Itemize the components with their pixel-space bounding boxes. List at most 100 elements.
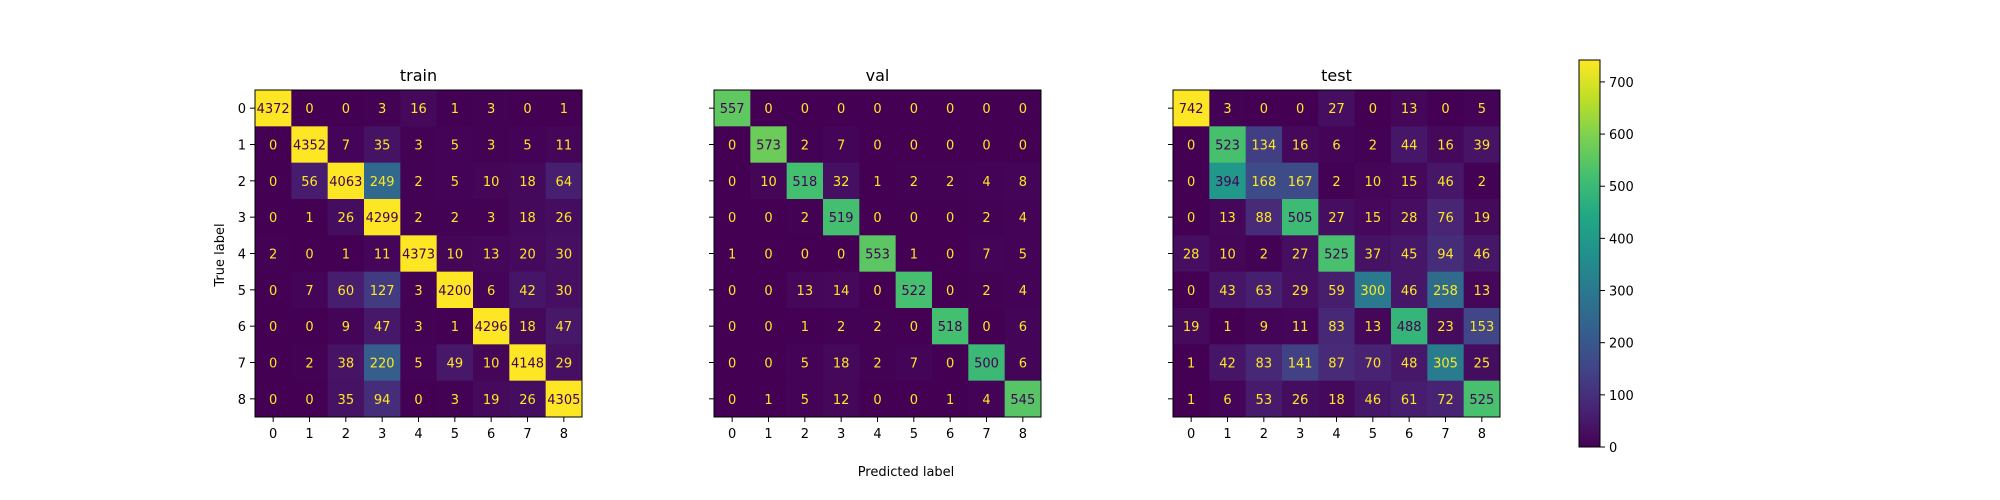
cell-value: 518 bbox=[938, 320, 963, 335]
heatmap-cell bbox=[1173, 90, 1210, 127]
cell-value: 2 bbox=[1260, 248, 1268, 263]
cell-value: 61 bbox=[1401, 393, 1418, 408]
heatmap-cell bbox=[932, 271, 969, 309]
cell-value: 7 bbox=[305, 284, 313, 299]
heatmap-cell bbox=[509, 199, 547, 236]
x-tick-label: 1 bbox=[764, 427, 772, 442]
heatmap-cell bbox=[968, 344, 1006, 382]
cell-value: 0 bbox=[269, 320, 277, 335]
cell-value: 46 bbox=[1474, 248, 1491, 263]
heatmap-cell bbox=[473, 271, 510, 309]
cell-value: 63 bbox=[1256, 284, 1273, 299]
cell-value: 0 bbox=[837, 248, 845, 263]
heatmap-cell bbox=[400, 126, 438, 164]
x-tick-label: 3 bbox=[378, 427, 386, 442]
cell-value: 0 bbox=[305, 102, 313, 117]
heatmap-cell bbox=[436, 90, 474, 127]
cell-value: 30 bbox=[556, 248, 573, 263]
y-tick-label: 5 bbox=[238, 284, 246, 299]
cell-value: 0 bbox=[269, 139, 277, 154]
cell-value: 26 bbox=[1292, 393, 1309, 408]
cell-value: 3 bbox=[414, 139, 422, 154]
heatmap-cell bbox=[436, 162, 474, 200]
cell-value: 0 bbox=[728, 211, 736, 226]
heatmap-cell bbox=[255, 380, 292, 418]
heatmap-cell bbox=[932, 199, 969, 236]
cell-value: 0 bbox=[764, 248, 772, 263]
heatmap-cell bbox=[968, 235, 1006, 273]
heatmap-cell bbox=[364, 235, 401, 273]
cell-value: 3 bbox=[414, 284, 422, 299]
cell-value: 15 bbox=[1401, 175, 1418, 190]
heatmap-cell bbox=[1391, 344, 1428, 382]
colorbar-tick-label: 500 bbox=[1609, 180, 1634, 195]
heatmap-cell bbox=[750, 308, 788, 345]
heatmap-cell bbox=[895, 235, 933, 273]
heatmap-cell bbox=[1209, 308, 1247, 345]
panel-title: val bbox=[866, 66, 890, 85]
cell-value: 742 bbox=[1179, 102, 1204, 117]
x-tick-label: 7 bbox=[523, 427, 531, 442]
cell-value: 153 bbox=[1469, 320, 1494, 335]
heatmap-cell bbox=[291, 235, 329, 273]
cell-value: 0 bbox=[305, 320, 313, 335]
cell-value: 3 bbox=[487, 102, 495, 117]
cell-value: 0 bbox=[728, 175, 736, 190]
cell-value: 13 bbox=[483, 248, 500, 263]
cell-value: 28 bbox=[1401, 211, 1418, 226]
heatmap-cell bbox=[786, 344, 824, 382]
heatmap-cell bbox=[1354, 235, 1392, 273]
heatmap-cell bbox=[1282, 344, 1319, 382]
heatmap-cell bbox=[509, 235, 547, 273]
heatmap-cell bbox=[932, 344, 969, 382]
cell-value: 500 bbox=[974, 357, 999, 372]
cell-value: 47 bbox=[374, 320, 391, 335]
heatmap-cell bbox=[1463, 271, 1501, 309]
heatmap-cell bbox=[327, 308, 365, 345]
cell-value: 6 bbox=[1332, 139, 1340, 154]
heatmap-cell bbox=[750, 235, 788, 273]
cell-value: 0 bbox=[873, 284, 881, 299]
x-tick-label: 2 bbox=[1260, 427, 1268, 442]
heatmap-cell bbox=[714, 271, 751, 309]
cell-value: 505 bbox=[1288, 211, 1313, 226]
cell-value: 94 bbox=[1437, 248, 1454, 263]
cell-value: 26 bbox=[519, 393, 536, 408]
heatmap-cell bbox=[1209, 162, 1247, 200]
heatmap-cell bbox=[823, 90, 860, 127]
heatmap-cell bbox=[895, 308, 933, 345]
heatmap-cell bbox=[1427, 162, 1465, 200]
cell-value: 2 bbox=[982, 211, 990, 226]
cell-value: 1 bbox=[801, 320, 809, 335]
cell-value: 1 bbox=[764, 393, 772, 408]
heatmap-cell bbox=[1173, 344, 1210, 382]
cell-value: 573 bbox=[756, 139, 781, 154]
cell-value: 5 bbox=[1478, 102, 1486, 117]
cell-value: 0 bbox=[269, 211, 277, 226]
heatmap-cell bbox=[1463, 344, 1501, 382]
heatmap-cell bbox=[714, 162, 751, 200]
x-axis-label: Predicted label bbox=[858, 465, 955, 480]
heatmap-cell bbox=[1463, 308, 1501, 345]
heatmap-cell bbox=[750, 162, 788, 200]
cell-value: 88 bbox=[1256, 211, 1273, 226]
heatmap-cell bbox=[1318, 199, 1356, 236]
heatmap-cell bbox=[1209, 199, 1247, 236]
cell-value: 0 bbox=[728, 139, 736, 154]
cell-value: 0 bbox=[342, 102, 350, 117]
cell-value: 1 bbox=[1187, 357, 1195, 372]
x-tick-label: 1 bbox=[1223, 427, 1231, 442]
cell-value: 2 bbox=[837, 320, 845, 335]
cell-value: 4063 bbox=[329, 175, 362, 190]
cell-value: 5 bbox=[523, 139, 531, 154]
cell-value: 2 bbox=[269, 248, 277, 263]
heatmap-cell bbox=[473, 235, 510, 273]
heatmap-cell bbox=[509, 162, 547, 200]
cell-value: 45 bbox=[1401, 248, 1418, 263]
cell-value: 76 bbox=[1437, 211, 1454, 226]
cell-value: 29 bbox=[1292, 284, 1309, 299]
cell-value: 522 bbox=[901, 284, 926, 299]
heatmap-cell bbox=[1209, 126, 1247, 164]
